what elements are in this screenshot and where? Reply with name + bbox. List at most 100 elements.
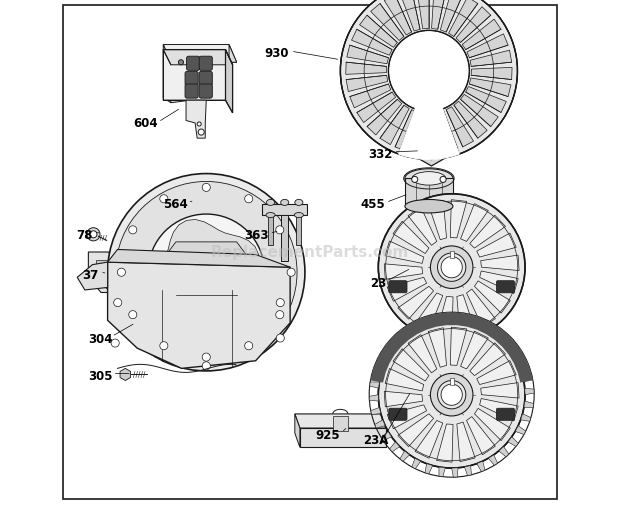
Circle shape [287, 269, 295, 277]
Polygon shape [384, 0, 412, 36]
Polygon shape [295, 414, 300, 447]
Polygon shape [300, 428, 386, 447]
Polygon shape [450, 328, 467, 366]
Polygon shape [163, 45, 171, 104]
FancyBboxPatch shape [389, 409, 407, 421]
Circle shape [277, 299, 285, 307]
Polygon shape [467, 35, 508, 59]
Circle shape [441, 384, 463, 406]
Polygon shape [449, 0, 478, 37]
Polygon shape [429, 114, 441, 155]
Text: 78: 78 [77, 228, 93, 241]
Polygon shape [439, 467, 445, 477]
Polygon shape [346, 76, 388, 92]
Polygon shape [415, 421, 443, 459]
Polygon shape [357, 93, 396, 123]
Polygon shape [96, 260, 111, 270]
Circle shape [198, 130, 204, 136]
Circle shape [202, 362, 210, 370]
Polygon shape [393, 222, 429, 254]
Circle shape [105, 281, 113, 289]
Bar [450, 251, 454, 258]
Polygon shape [470, 343, 505, 376]
Polygon shape [385, 369, 423, 391]
Polygon shape [432, 0, 446, 30]
Ellipse shape [267, 200, 275, 206]
Circle shape [113, 299, 122, 307]
Polygon shape [405, 324, 415, 335]
Circle shape [129, 311, 137, 319]
Polygon shape [352, 30, 392, 56]
Circle shape [440, 177, 446, 183]
Polygon shape [108, 250, 290, 268]
Polygon shape [474, 409, 510, 441]
FancyBboxPatch shape [185, 85, 198, 99]
Polygon shape [400, 0, 420, 32]
Ellipse shape [405, 170, 453, 188]
Text: 305: 305 [88, 370, 112, 383]
Circle shape [378, 322, 525, 468]
Polygon shape [405, 179, 453, 207]
Polygon shape [436, 297, 453, 335]
Polygon shape [470, 51, 511, 67]
Polygon shape [480, 256, 519, 271]
Polygon shape [508, 437, 518, 446]
Polygon shape [163, 45, 237, 63]
Polygon shape [428, 328, 446, 368]
Circle shape [108, 174, 305, 371]
Circle shape [179, 61, 184, 66]
Ellipse shape [405, 200, 453, 214]
Bar [450, 378, 454, 385]
Polygon shape [428, 201, 446, 240]
Polygon shape [153, 220, 259, 325]
Circle shape [186, 197, 196, 207]
Polygon shape [461, 331, 489, 369]
Polygon shape [440, 0, 463, 33]
Circle shape [160, 342, 168, 350]
Polygon shape [378, 355, 388, 364]
Circle shape [276, 311, 284, 319]
Polygon shape [394, 333, 404, 343]
Polygon shape [412, 113, 426, 155]
Bar [333, 417, 348, 431]
Circle shape [412, 177, 418, 183]
Polygon shape [477, 234, 516, 258]
Polygon shape [457, 422, 475, 462]
Circle shape [115, 182, 297, 363]
Polygon shape [415, 293, 443, 331]
Polygon shape [226, 50, 232, 114]
Polygon shape [515, 426, 526, 435]
Polygon shape [398, 287, 433, 320]
Polygon shape [503, 338, 514, 348]
Polygon shape [457, 295, 475, 334]
Polygon shape [387, 278, 427, 301]
Polygon shape [456, 8, 491, 43]
Circle shape [111, 339, 119, 347]
Polygon shape [412, 459, 421, 469]
Circle shape [430, 246, 473, 289]
Text: 930: 930 [265, 46, 290, 60]
Polygon shape [373, 368, 383, 376]
Polygon shape [381, 431, 392, 441]
FancyBboxPatch shape [497, 281, 515, 293]
Polygon shape [452, 468, 458, 477]
Circle shape [438, 254, 466, 282]
FancyBboxPatch shape [199, 85, 212, 99]
Polygon shape [467, 417, 495, 455]
Polygon shape [458, 313, 464, 323]
Text: 37: 37 [82, 269, 98, 282]
Polygon shape [120, 369, 131, 381]
Ellipse shape [281, 200, 289, 206]
Polygon shape [370, 395, 379, 401]
Polygon shape [477, 461, 485, 472]
FancyBboxPatch shape [187, 57, 200, 71]
Polygon shape [461, 204, 489, 242]
Polygon shape [295, 414, 386, 428]
Ellipse shape [295, 200, 303, 206]
Polygon shape [474, 281, 510, 314]
Polygon shape [385, 241, 423, 264]
Circle shape [129, 226, 137, 234]
Circle shape [441, 257, 463, 278]
Polygon shape [494, 328, 503, 339]
Polygon shape [408, 208, 437, 246]
